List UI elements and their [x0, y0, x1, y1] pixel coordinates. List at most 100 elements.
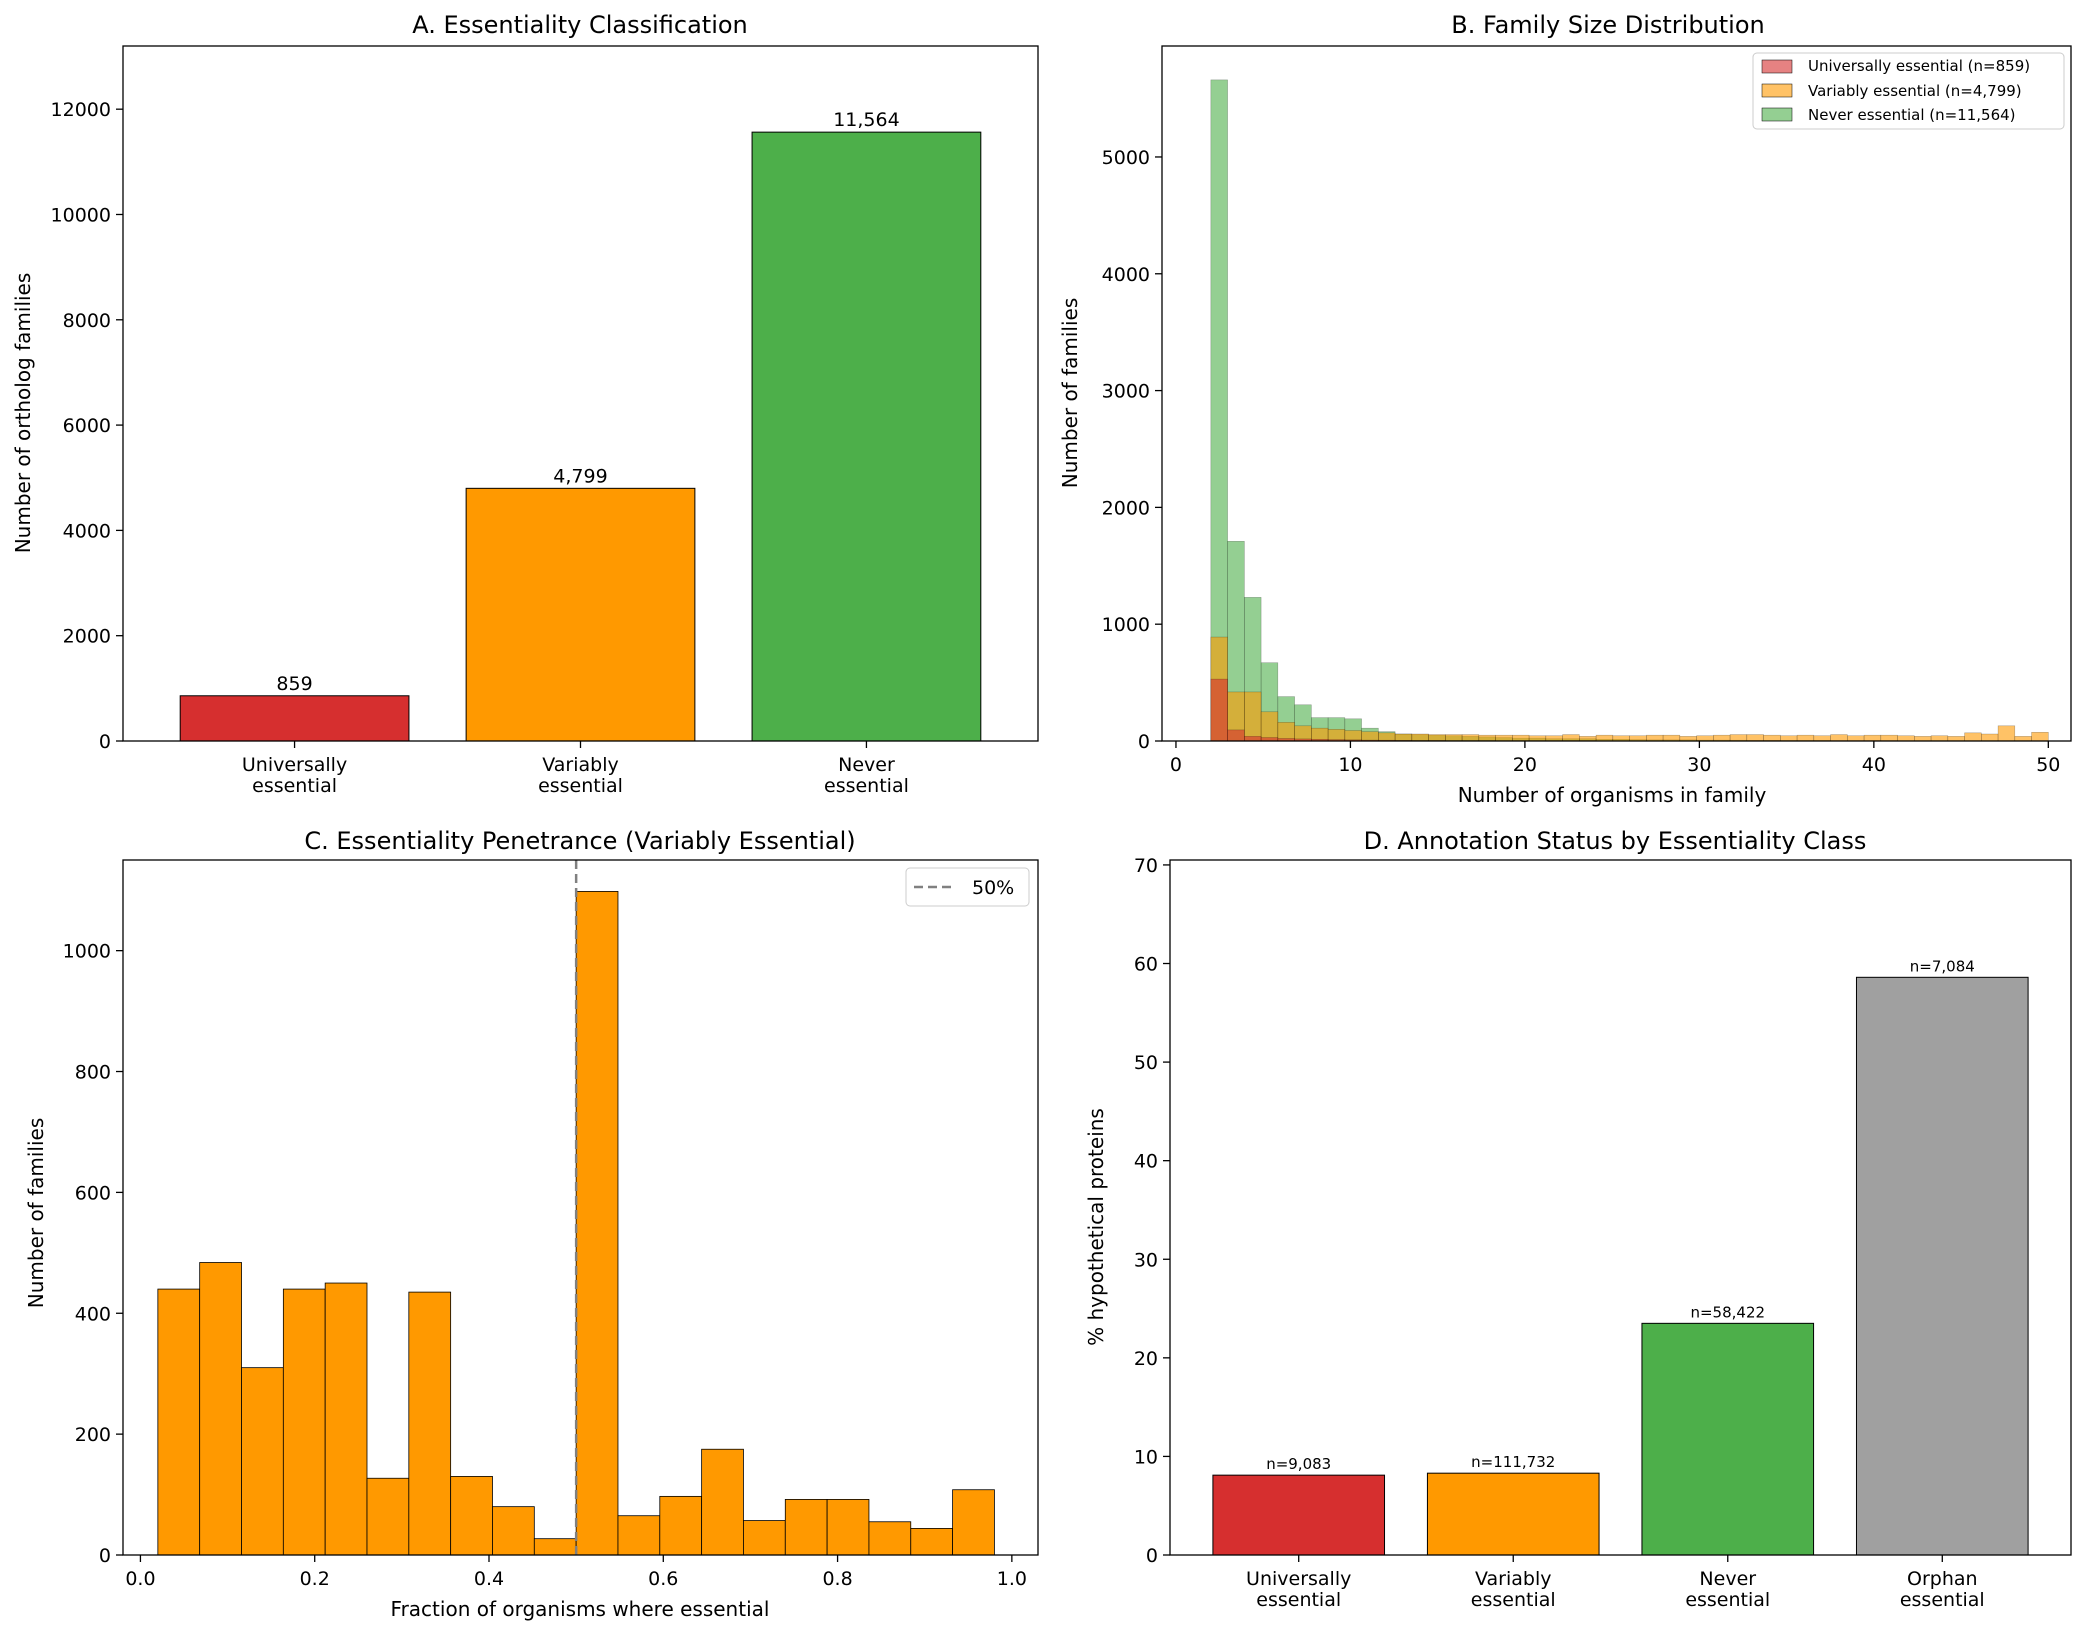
panel-c-xtick-label: 0.4 — [474, 1568, 504, 1590]
panel-d-bar-value-label: n=111,732 — [1471, 1453, 1555, 1471]
panel-c-ytick-label: 400 — [75, 1303, 111, 1325]
panel-c-hist-bar — [408, 1291, 452, 1556]
panel-d-bar-1 — [1426, 1472, 1600, 1556]
panel-b-axes-frame — [1161, 45, 2072, 742]
panel-b-xlabel: Number of organisms in family — [1458, 783, 1767, 807]
legend-label-universally: Universally essential (n=859) — [1808, 57, 2030, 75]
panel-b-hist-bar-series-1 — [1662, 734, 1681, 742]
panel-b-ytick-label: 5000 — [1102, 147, 1150, 169]
panel-b-hist-bar-series-1 — [1880, 734, 1898, 742]
panel-b-xtick-label: 10 — [1338, 754, 1362, 776]
panel-b-legend-box — [1752, 52, 2065, 130]
panel-b-hist-bar-series-1 — [1461, 734, 1480, 742]
panel-b-hist-bar-series-1 — [1696, 735, 1714, 742]
panel-b-hist-bar-series-1 — [2031, 731, 2049, 742]
panel-a-bar-value-label: 11,564 — [833, 109, 899, 131]
panel-a-xtick-label: Never — [838, 754, 895, 776]
panel-c-hist-bar — [575, 891, 619, 1556]
panel-d-ytick-label: 20 — [1134, 1348, 1158, 1370]
panel-b-hist-bar-series-1 — [1981, 733, 1999, 742]
panel-b-hist-bar-series-1 — [2014, 736, 2032, 742]
panel-b-hist-bar-series-1 — [1428, 734, 1446, 742]
panel-c-hist-bar — [199, 1262, 242, 1556]
panel-c-hist-bar — [784, 1499, 828, 1556]
panel-c-xtick-label: 0.2 — [300, 1568, 330, 1590]
panel-b-hist-bar-series-0 — [1244, 736, 1262, 742]
panel-a-ylabel: Number of ortholog families — [11, 273, 35, 554]
panel-b-ytick-label: 4000 — [1102, 264, 1150, 286]
panel-b-hist-bar-series-1 — [1545, 735, 1563, 742]
panel-d-xtick-label: Orphan — [1907, 1568, 1978, 1590]
panel-b-ytick-label: 0 — [1138, 731, 1150, 753]
panel-a-ytick-label: 0 — [99, 731, 111, 753]
panel-b-hist-bar-series-1 — [1629, 735, 1647, 742]
panel-a-xtick-label: essential — [252, 775, 337, 797]
panel-a-title: A. Essentiality Classification — [412, 11, 748, 39]
panel-c-legend: 50% — [905, 867, 1030, 907]
panel-c-legend-box — [905, 867, 1030, 907]
panel-d-xtick-label: essential — [1685, 1589, 1770, 1611]
legend-label-never: Never essential (n=11,564) — [1808, 106, 2016, 124]
panel-b-hist-bar-series-1 — [1378, 732, 1396, 742]
panel-a-ytick-label: 8000 — [63, 310, 111, 332]
panel-b-hist-bar-series-0 — [1227, 729, 1245, 742]
panel-b-ylabel: Number of families — [1058, 298, 1082, 489]
panel-b-hist-bar-series-1 — [1863, 734, 1882, 742]
panel-d-ylabel: % hypothetical proteins — [1084, 1108, 1108, 1346]
panel-c-hist-bar — [282, 1288, 326, 1556]
panel-c-hist-bar — [952, 1489, 995, 1556]
panel-b-xtick-label: 20 — [1513, 754, 1537, 776]
panel-c-xtick-label: 0.6 — [648, 1568, 678, 1590]
panel-c-ylabel: Number of families — [24, 1118, 48, 1309]
panel-b-hist-bar-series-1 — [1847, 735, 1865, 742]
panel-c-xtick-label: 0.0 — [125, 1568, 155, 1590]
panel-b-hist-bar-series-1 — [1327, 729, 1346, 742]
panel-c-xlabel: Fraction of organisms where essential — [391, 1597, 770, 1621]
panel-c-hist-bar — [910, 1528, 953, 1556]
panel-d-xtick-label: essential — [1256, 1589, 1341, 1611]
panel-c-hist-bar — [868, 1521, 912, 1556]
panel-c-hist-bar — [617, 1515, 661, 1556]
panel-d-ytick-label: 50 — [1134, 1052, 1158, 1074]
panel-a-bar-value-label: 4,799 — [553, 465, 607, 487]
panel-a-bar-value-label: 859 — [276, 673, 312, 695]
panel-b-hist-bar-series-1 — [1478, 734, 1496, 742]
panel-c-hist-bar — [324, 1282, 368, 1556]
legend-swatch-variably — [1761, 83, 1793, 98]
panel-c-hist-bar — [241, 1367, 284, 1556]
panel-b-hist-bar-series-1 — [1897, 735, 1915, 742]
panel-c-hist-bar — [533, 1538, 577, 1556]
panel-b-hist-bar-series-1 — [1746, 734, 1764, 742]
panel-b-ytick-label: 3000 — [1102, 381, 1150, 403]
panel-a-axes-frame — [122, 45, 1039, 742]
panel-d-bar-0 — [1212, 1474, 1386, 1556]
panel-c-ytick-label: 600 — [75, 1182, 111, 1204]
panel-b-xtick-label: 50 — [2036, 754, 2060, 776]
panel-c-hist-bar — [701, 1448, 744, 1556]
panel-b-hist-bar-series-1 — [1244, 691, 1262, 742]
panel-d-xtick-label: Never — [1699, 1568, 1756, 1590]
panel-d-ytick-label: 10 — [1134, 1446, 1158, 1468]
panel-b-hist-bar-series-1 — [1445, 734, 1463, 742]
panel-a-bar-1 — [465, 487, 696, 742]
panel-c-ytick-label: 800 — [75, 1062, 111, 1084]
panel-b-hist-bar-series-1 — [1947, 736, 1965, 742]
panel-d-annotation-status: D. Annotation Status by Essentiality Cla… — [1084, 827, 2072, 1611]
panel-c-hist-bar — [157, 1288, 201, 1556]
panel-c-title: C. Essentiality Penetrance (Variably Ess… — [304, 827, 855, 855]
panel-b-hist-bar-series-1 — [1361, 731, 1379, 742]
panel-c-hist-bar — [366, 1477, 410, 1556]
panel-c-xtick-label: 1.0 — [997, 1568, 1027, 1590]
panel-c-hist-bar — [743, 1520, 786, 1556]
panel-b-family-size-distribution: B. Family Size Distribution Number of fa… — [1058, 11, 2072, 807]
panel-a-ytick-label: 6000 — [63, 415, 111, 437]
panel-a-ytick-label: 10000 — [51, 204, 111, 226]
panel-d-bar-3 — [1855, 976, 2029, 1556]
panel-c-hist-bar — [450, 1476, 493, 1556]
panel-d-ytick-label: 60 — [1134, 954, 1158, 976]
panel-c-ytick-label: 0 — [99, 1545, 111, 1567]
panel-c-essentiality-penetrance: C. Essentiality Penetrance (Variably Ess… — [24, 827, 1039, 1621]
panel-b-hist-bar-series-1 — [1646, 734, 1664, 742]
panel-a-xtick-label: Universally — [242, 754, 347, 776]
